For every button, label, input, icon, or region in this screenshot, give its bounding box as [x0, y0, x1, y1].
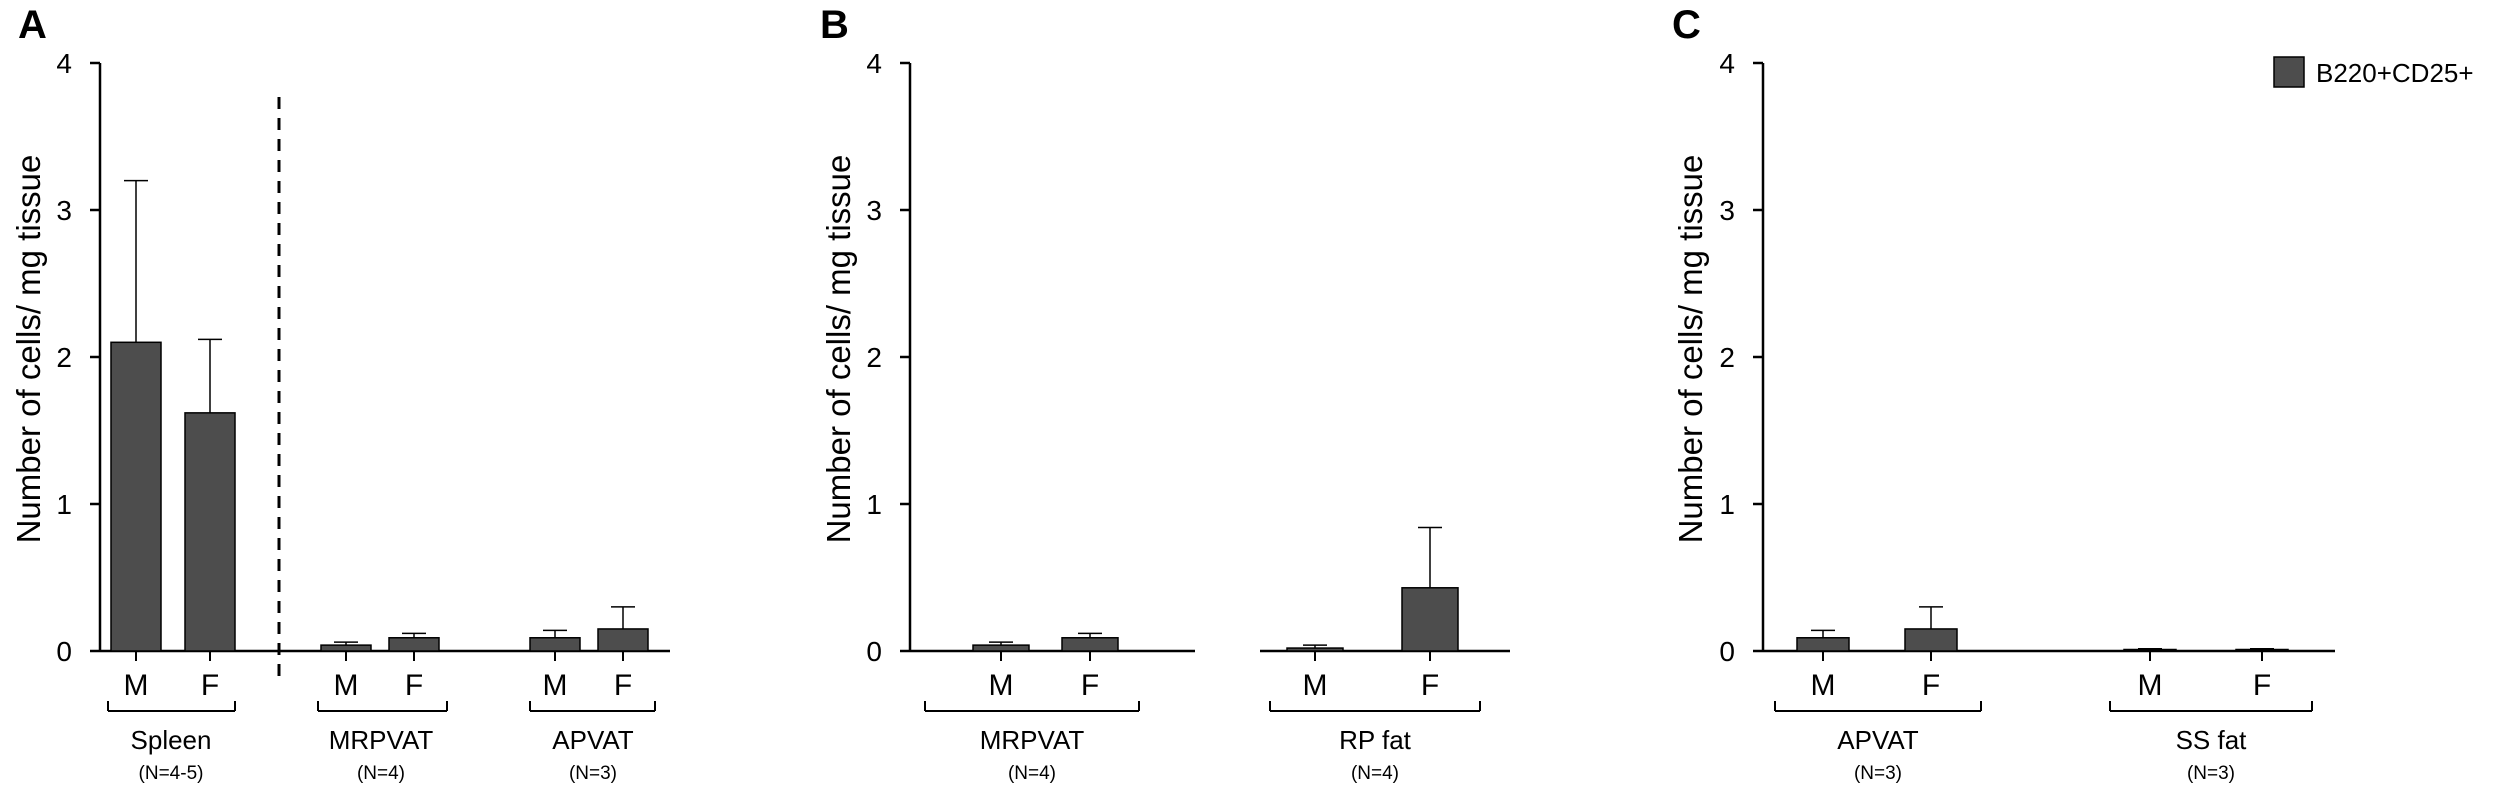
- y-tick-label: 0: [1719, 636, 1735, 667]
- group-label: APVAT: [1837, 725, 1919, 755]
- group-label: APVAT: [552, 725, 634, 755]
- x-tick-label: M: [124, 669, 149, 702]
- panel-label: C: [1672, 3, 1701, 47]
- bar: [597, 628, 649, 652]
- group-n-label: (N=4): [357, 763, 405, 784]
- x-tick-label: F: [2253, 669, 2271, 702]
- y-axis-label: Number of cells/ mg tissue: [820, 155, 857, 544]
- y-tick-label: 3: [866, 195, 882, 226]
- y-tick-label: 4: [1719, 48, 1735, 79]
- y-tick-label: 4: [866, 48, 882, 79]
- group-label: SS fat: [2176, 725, 2248, 755]
- y-tick-label: 4: [56, 48, 72, 79]
- x-tick-label: M: [2138, 669, 2163, 702]
- bar: [1286, 647, 1344, 652]
- group-n-label: (N=4): [1351, 763, 1399, 784]
- x-tick-label: F: [614, 669, 632, 702]
- x-tick-label: F: [1421, 669, 1439, 702]
- bar: [529, 637, 581, 652]
- y-tick-label: 3: [56, 195, 72, 226]
- group-n-label: (N=4-5): [139, 763, 204, 784]
- group-label: MRPVAT: [329, 725, 434, 755]
- group-n-label: (N=4): [1008, 763, 1056, 784]
- x-tick-label: M: [989, 669, 1014, 702]
- panel-label: B: [820, 3, 849, 47]
- x-tick-label: M: [334, 669, 359, 702]
- group-n-label: (N=3): [1854, 763, 1902, 784]
- y-tick-label: 2: [56, 342, 72, 373]
- y-tick-label: 0: [56, 636, 72, 667]
- x-tick-label: F: [1922, 669, 1940, 702]
- y-tick-label: 1: [56, 489, 72, 520]
- bar: [1061, 637, 1119, 652]
- legend-label: B220+CD25+: [2316, 58, 2474, 88]
- y-tick-label: 2: [1719, 342, 1735, 373]
- y-axis-label: Number of cells/ mg tissue: [10, 155, 47, 544]
- group-label: RP fat: [1339, 725, 1412, 755]
- group-n-label: (N=3): [569, 763, 617, 784]
- x-tick-label: M: [543, 669, 568, 702]
- bar: [1904, 628, 1958, 652]
- y-tick-label: 1: [866, 489, 882, 520]
- group-label: Spleen: [131, 725, 212, 755]
- bar: [1401, 587, 1459, 652]
- bar: [184, 412, 236, 652]
- x-tick-label: F: [1081, 669, 1099, 702]
- legend-swatch: [2273, 56, 2305, 88]
- x-tick-label: F: [405, 669, 423, 702]
- legend: B220+CD25+: [2273, 56, 2474, 88]
- y-tick-label: 3: [1719, 195, 1735, 226]
- bar: [320, 644, 372, 652]
- y-axis-label: Number of cells/ mg tissue: [1672, 155, 1709, 544]
- group-n-label: (N=3): [2187, 763, 2235, 784]
- panel-b: B 0 1 2 3 4 Number of cells/ mg tissue M F M F MRPV…: [820, 3, 1510, 784]
- bar: [388, 637, 440, 652]
- y-tick-label: 0: [866, 636, 882, 667]
- x-tick-label: M: [1811, 669, 1836, 702]
- y-tick-label: 2: [866, 342, 882, 373]
- bar: [1796, 637, 1850, 652]
- x-tick-label: F: [201, 669, 219, 702]
- y-tick-label: 1: [1719, 489, 1735, 520]
- group-label: MRPVAT: [980, 725, 1085, 755]
- bar: [110, 341, 162, 652]
- x-tick-label: M: [1303, 669, 1328, 702]
- bar: [972, 644, 1030, 652]
- panel-a: A 0 1 2 3 4 Number of cells/ mg tissue M F M F M F Sp…: [10, 3, 670, 784]
- panel-label: A: [18, 3, 47, 47]
